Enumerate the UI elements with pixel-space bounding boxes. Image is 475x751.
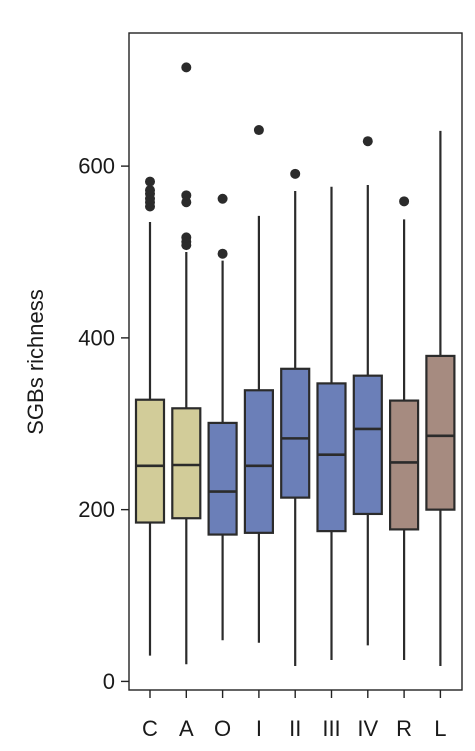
box-O	[207, 421, 238, 536]
outlier-point	[145, 185, 155, 196]
y-tick-label: 0	[103, 669, 115, 694]
box-A	[171, 407, 202, 520]
outlier-point	[145, 176, 155, 187]
x-tick-label: O	[214, 716, 231, 741]
x-tick-label: I	[256, 716, 262, 741]
box-I	[243, 389, 274, 534]
box-group-II	[280, 168, 311, 666]
outlier-point	[181, 197, 192, 208]
box-group-I	[243, 125, 274, 643]
outlier-point	[253, 125, 264, 136]
x-tick-label: IV	[357, 716, 378, 741]
x-tick-label: III	[322, 716, 340, 741]
y-tick-label: 400	[78, 325, 115, 350]
x-tick-label: L	[434, 716, 446, 741]
outlier-point	[362, 136, 373, 147]
box-L	[425, 354, 456, 511]
box-group-IV	[352, 136, 383, 646]
plot-area	[128, 32, 463, 691]
outlier-point	[181, 232, 192, 243]
outlier-point	[181, 62, 192, 73]
outlier-point	[290, 168, 301, 179]
box-IV	[352, 374, 383, 516]
box-group-III	[316, 186, 347, 660]
box-group-A	[171, 62, 202, 665]
x-tick-label: II	[289, 716, 301, 741]
outlier-point	[217, 248, 228, 259]
box-R	[389, 399, 420, 531]
x-tick-label: R	[396, 716, 412, 741]
y-axis: 0 200 400 600	[78, 154, 129, 694]
outlier-point	[217, 193, 228, 204]
box-group-L	[425, 130, 456, 666]
box-group-C	[134, 176, 166, 656]
outlier-point	[181, 190, 192, 201]
box-II	[280, 367, 311, 499]
x-tick-label: A	[179, 716, 194, 741]
box-III	[316, 382, 347, 533]
y-axis-title: SGBs richness	[23, 289, 48, 435]
x-tick-label: C	[142, 716, 158, 741]
y-tick-label: 200	[78, 497, 115, 522]
y-tick-label: 600	[78, 154, 115, 179]
x-axis: C A O I II III IV R L	[142, 690, 447, 741]
box-group-O	[207, 193, 238, 641]
box-C	[134, 398, 166, 524]
box-group-R	[389, 196, 420, 660]
outlier-point	[399, 196, 410, 207]
